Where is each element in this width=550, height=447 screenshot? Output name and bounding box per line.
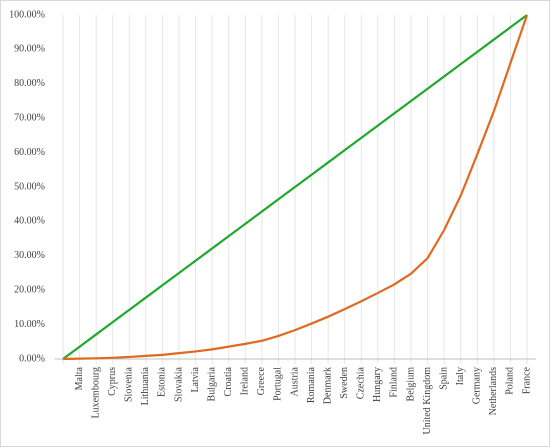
y-tick-label: 40.00% xyxy=(14,216,45,227)
x-tick-label: Cyprus xyxy=(107,367,118,396)
y-tick-label: 80.00% xyxy=(14,78,45,89)
y-tick-label: 0.00% xyxy=(19,353,45,364)
line-series xyxy=(62,14,529,361)
y-tick-label: 100.00% xyxy=(9,9,45,20)
x-tick-label: Slovenia xyxy=(124,366,135,402)
y-tick-label: 30.00% xyxy=(14,250,45,261)
x-tick-label: Spain xyxy=(438,367,449,390)
x-tick-label: Italy xyxy=(455,367,466,385)
y-tick-label: 70.00% xyxy=(14,112,45,123)
x-tick-label: Malta xyxy=(74,366,85,390)
x-tick-label: Lithuania xyxy=(140,366,151,405)
x-tick-label: Greece xyxy=(256,366,267,395)
x-tick-label: Finland xyxy=(389,367,400,398)
y-tick-label: 50.00% xyxy=(14,181,45,192)
y-tick-label: 10.00% xyxy=(14,319,45,330)
x-tick-label: Poland xyxy=(505,367,516,395)
x-tick-label: Portugal xyxy=(273,367,284,401)
x-tick-label: Luxembourg xyxy=(90,367,101,418)
x-tick-label: Hungary xyxy=(372,367,383,402)
x-tick-label: France xyxy=(521,366,532,394)
x-tick-label: Ireland xyxy=(240,367,251,395)
x-tick-label: Romania xyxy=(306,366,317,403)
x-tick-label: Estonia xyxy=(157,366,168,397)
y-tick-label: 60.00% xyxy=(14,147,45,158)
x-tick-label: Latvia xyxy=(190,366,201,392)
x-tick-label: United Kingdom xyxy=(422,367,433,435)
x-tick-label: Bulgaria xyxy=(206,366,217,401)
x-tick-label: Czechia xyxy=(356,366,367,399)
x-tick-label: Austria xyxy=(289,366,300,396)
x-tick-label: Netherlands xyxy=(488,367,499,415)
y-tick-label: 90.00% xyxy=(14,44,45,55)
x-tick-label: Croatia xyxy=(223,366,234,396)
x-tick-label: Germany xyxy=(472,367,483,404)
x-tick-label: Denmark xyxy=(322,367,333,404)
x-tick-label: Sweden xyxy=(339,367,350,399)
y-tick-label: 20.00% xyxy=(14,284,45,295)
x-tick-label: Belgium xyxy=(405,367,416,402)
line-series xyxy=(62,14,528,360)
x-tick-label: Slovakia xyxy=(173,366,184,402)
